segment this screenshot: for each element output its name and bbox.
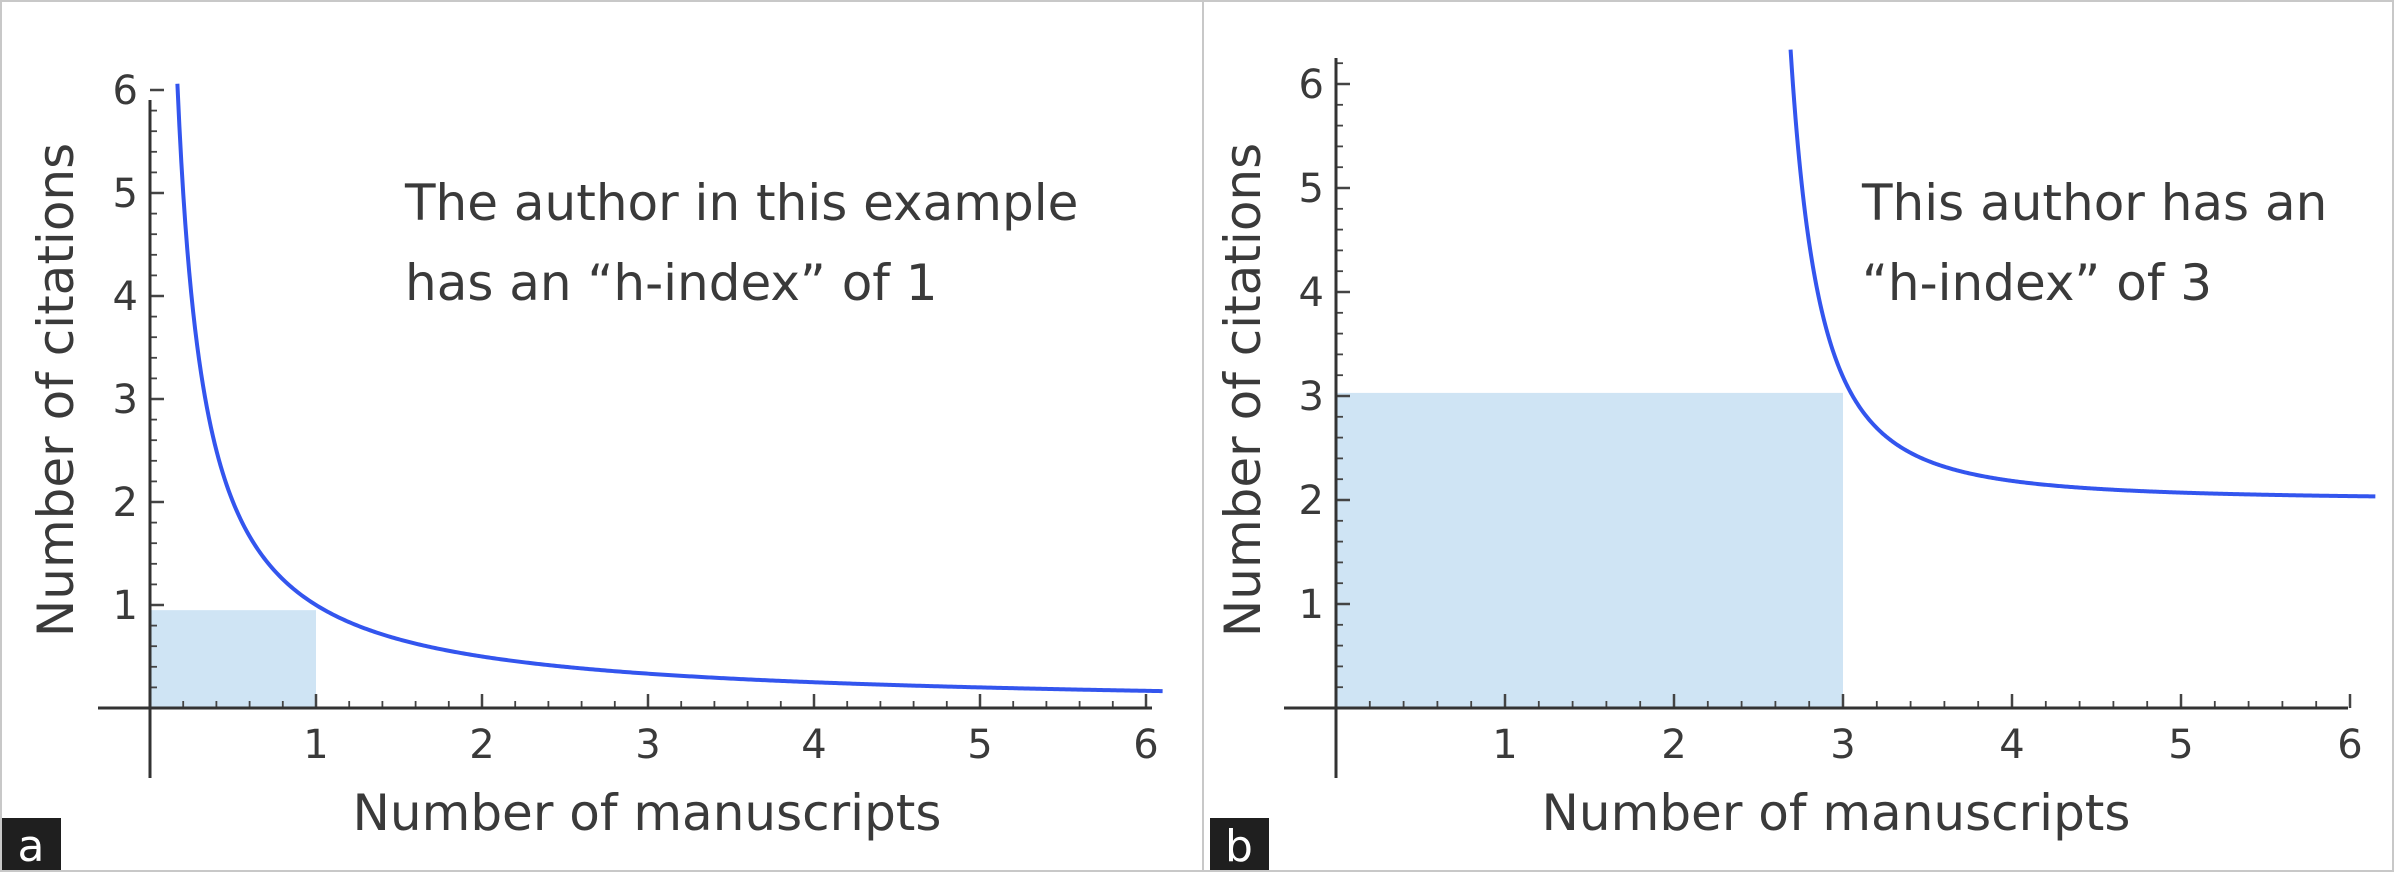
panel-b-annotation-line-1: This author has an	[1861, 174, 2327, 232]
panel-b-x-ticks: 1 2 3 4 5 6	[1368, 694, 2363, 768]
panel-b-y-tick-label: 1	[1299, 582, 1324, 628]
panel-b-label: b	[1225, 821, 1253, 872]
panel-b-annotation-line-2: “h-index” of 3	[1862, 254, 2212, 312]
panel-b: 1 2 3 4 5 6 1 2 3 4 5 6 This author has an “h-inde…	[1210, 49, 2376, 872]
panel-a-x-tick-label: 2	[469, 722, 494, 768]
panel-b-y-tick-label: 4	[1299, 270, 1324, 316]
panel-a-y-axis-label: Number of citations	[27, 143, 85, 637]
panel-a-y-tick-label: 5	[113, 171, 138, 217]
panel-a-x-ticks: 1 2 3 4 5 6	[182, 694, 1159, 768]
panel-a-curve	[175, 83, 1163, 694]
panel-a-y-tick-label: 4	[113, 274, 138, 320]
panel-a-x-tick-label: 1	[303, 722, 328, 768]
panel-b-y-axis-label: Number of citations	[1214, 143, 1272, 637]
panel-a-shaded-area	[150, 610, 316, 708]
panel-b-x-axis-label: Number of manuscripts	[1542, 784, 2131, 842]
panel-b-x-tick-label: 5	[2168, 722, 2193, 768]
panel-b-x-tick-label: 1	[1492, 722, 1517, 768]
panel-a-y-tick-label: 3	[113, 377, 138, 423]
panel-a-label: a	[18, 821, 45, 872]
panel-b-x-tick-label: 3	[1830, 722, 1855, 768]
panel-a: 1 2 3 4 5 6 1 2 3 4 5 6 The author in this example…	[2, 68, 1163, 872]
panel-b-y-tick-label: 3	[1299, 374, 1324, 420]
panel-b-x-tick-label: 2	[1661, 722, 1686, 768]
panel-a-x-tick-label: 5	[967, 722, 992, 768]
panel-a-y-tick-label: 6	[113, 68, 138, 114]
panel-b-y-tick-label: 5	[1299, 166, 1324, 212]
panel-b-curve	[1788, 49, 2376, 499]
panel-a-x-tick-label: 3	[635, 722, 660, 768]
panel-b-x-tick-label: 4	[1999, 722, 2024, 768]
panel-b-label-box	[1210, 818, 1269, 870]
panel-b-x-tick-label: 6	[2337, 722, 2362, 768]
panel-b-y-ticks: 1 2 3 4 5 6	[1299, 62, 1350, 689]
panel-a-x-axis-label: Number of manuscripts	[353, 784, 942, 842]
panel-a-label-box	[2, 818, 61, 870]
panel-a-x-tick-label: 4	[801, 722, 826, 768]
panel-a-y-tick-label: 2	[113, 480, 138, 526]
panel-b-y-tick-label: 6	[1299, 62, 1324, 108]
panel-b-shaded-area	[1336, 392, 1843, 708]
panel-a-y-tick-label: 1	[113, 583, 138, 629]
panel-a-y-ticks: 1 2 3 4 5 6	[113, 68, 164, 689]
panel-a-annotation-line-1: The author in this example	[404, 174, 1078, 232]
panel-a-annotation-line-2: has an “h-index” of 1	[405, 254, 938, 312]
panel-a-x-tick-label: 6	[1133, 722, 1158, 768]
panel-b-y-tick-label: 2	[1299, 478, 1324, 524]
